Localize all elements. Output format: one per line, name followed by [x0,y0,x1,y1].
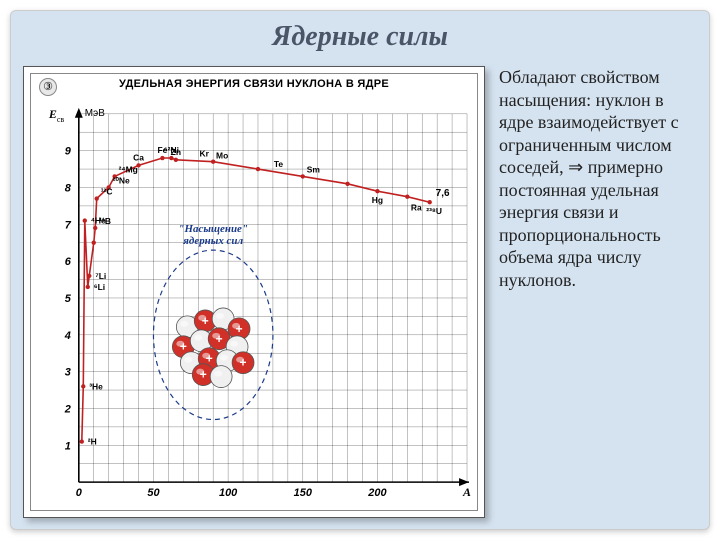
svg-text:¹¹B: ¹¹B [99,216,111,226]
svg-text:+: + [180,340,187,354]
svg-text:8: 8 [65,182,72,194]
slide-title: Ядерные силы [11,11,709,53]
svg-text:150: 150 [294,487,312,499]
binding-energy-plot: 050100150200123456789EсвМэВA7,6²H³He⁴He⁶… [31,74,477,510]
svg-text:5: 5 [65,293,72,305]
svg-text:3: 3 [65,367,71,379]
svg-text:+: + [200,368,207,382]
svg-text:50: 50 [147,487,159,499]
svg-text:+: + [216,332,223,346]
slide: Ядерные силы ③ УДЕЛЬНАЯ ЭНЕРГИЯ СВЯЗИ НУ… [10,10,710,530]
svg-text:²³⁸U: ²³⁸U [426,206,442,216]
svg-text:7,6: 7,6 [436,188,450,199]
svg-text:²⁴Mg: ²⁴Mg [119,164,138,174]
svg-text:Zn: Zn [171,147,181,157]
chart-inner-border: ③ УДЕЛЬНАЯ ЭНЕРГИЯ СВЯЗИ НУКЛОНА В ЯДРЕ … [30,73,478,511]
svg-text:⁷Li: ⁷Li [95,271,106,281]
svg-text:Hg: Hg [372,195,383,205]
svg-text:+: + [236,322,243,336]
svg-text:E: E [48,107,57,121]
svg-text:9: 9 [65,146,72,158]
svg-text:100: 100 [219,487,237,499]
content-area: ③ УДЕЛЬНАЯ ЭНЕРГИЯ СВЯЗИ НУКЛОНА В ЯДРЕ … [23,66,697,517]
svg-text:Sm: Sm [307,164,320,174]
svg-text:св: св [57,115,65,124]
svg-text:4: 4 [64,330,71,342]
svg-text:МэВ: МэВ [85,108,105,119]
svg-text:Kr: Kr [200,149,210,159]
description-text: Обладают свойством насыщения: нуклон в я… [485,66,697,517]
svg-text:⁶Li: ⁶Li [94,282,105,292]
chart-container: ③ УДЕЛЬНАЯ ЭНЕРГИЯ СВЯЗИ НУКЛОНА В ЯДРЕ … [23,66,485,518]
svg-text:Te: Te [274,159,284,169]
svg-text:+: + [202,314,209,328]
svg-text:2: 2 [64,403,71,415]
svg-text:+: + [240,356,247,370]
svg-text:+: + [206,352,213,366]
svg-text:Mo: Mo [216,151,228,161]
svg-text:7: 7 [65,219,72,231]
svg-text:¹²C: ¹²C [101,187,113,197]
svg-text:A: A [462,485,471,499]
svg-text:200: 200 [367,487,386,499]
svg-text:0: 0 [76,487,82,499]
svg-text:1: 1 [65,440,71,452]
svg-text:²H: ²H [88,437,97,447]
svg-text:Ca: Ca [133,152,144,162]
svg-text:"Насыщение": "Насыщение" [178,223,248,235]
svg-text:²⁰Ne: ²⁰Ne [113,175,130,185]
svg-text:Ra: Ra [411,202,422,212]
svg-text:ядерных сил: ядерных сил [182,235,243,247]
svg-text:6: 6 [65,256,72,268]
svg-text:³He: ³He [89,381,103,391]
